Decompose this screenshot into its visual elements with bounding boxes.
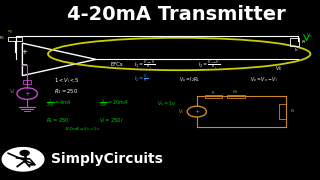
Text: EFCs: EFCs	[110, 62, 123, 67]
Text: +: +	[24, 91, 30, 97]
Text: SimplyCircuits: SimplyCircuits	[51, 152, 163, 166]
Text: $\frac{5}{250}=20mA$: $\frac{5}{250}=20mA$	[99, 98, 128, 109]
Text: $V_K$: $V_K$	[275, 64, 283, 73]
Text: 4-20mA Transmitter: 4-20mA Transmitter	[67, 5, 285, 24]
Circle shape	[2, 148, 44, 171]
Text: $I_2=\frac{V_i}{R}$: $I_2=\frac{V_i}{R}$	[134, 73, 149, 85]
Text: $I_1= \frac{V_i-0}{R_1}$: $I_1= \frac{V_i-0}{R_1}$	[134, 58, 156, 71]
Text: +: +	[21, 49, 27, 55]
Text: $V_i$: $V_i$	[9, 87, 16, 96]
Text: $R_c$: $R_c$	[301, 38, 307, 46]
Text: $V_i=250I$: $V_i=250I$	[99, 116, 124, 125]
Text: −: −	[21, 62, 27, 68]
Text: $V_s$: $V_s$	[306, 31, 313, 40]
Text: $\frac{1}{250}=4mA$: $\frac{1}{250}=4mA$	[46, 98, 72, 109]
Text: $I_2=\frac{V_o-V_i}{R_L}$: $I_2=\frac{V_o-V_i}{R_L}$	[198, 58, 221, 71]
Text: $V_i$: $V_i$	[178, 107, 184, 116]
Text: $R_w$: $R_w$	[232, 89, 239, 96]
Circle shape	[20, 150, 29, 156]
Text: $1<V_i<5$: $1<V_i<5$	[54, 76, 80, 86]
Text: $R_1=250$: $R_1=250$	[54, 87, 79, 96]
Text: $100mA\Rightarrow V_o=5v$: $100mA\Rightarrow V_o=5v$	[64, 126, 101, 133]
Text: +: +	[194, 109, 199, 114]
Text: R: R	[212, 91, 215, 95]
Text: $e_V$: $e_V$	[7, 29, 14, 36]
Text: $V_o=V_x-V_i$: $V_o=V_x-V_i$	[250, 75, 277, 84]
Text: $R_1$: $R_1$	[0, 35, 6, 42]
Text: $V_o=I_2 R_L$: $V_o=I_2 R_L$	[179, 75, 201, 84]
Text: $V_o=1v$: $V_o=1v$	[157, 99, 176, 108]
Text: $R_L=250$: $R_L=250$	[46, 116, 70, 125]
Text: $R_L$: $R_L$	[290, 108, 297, 115]
Text: $I_s$: $I_s$	[294, 47, 298, 54]
